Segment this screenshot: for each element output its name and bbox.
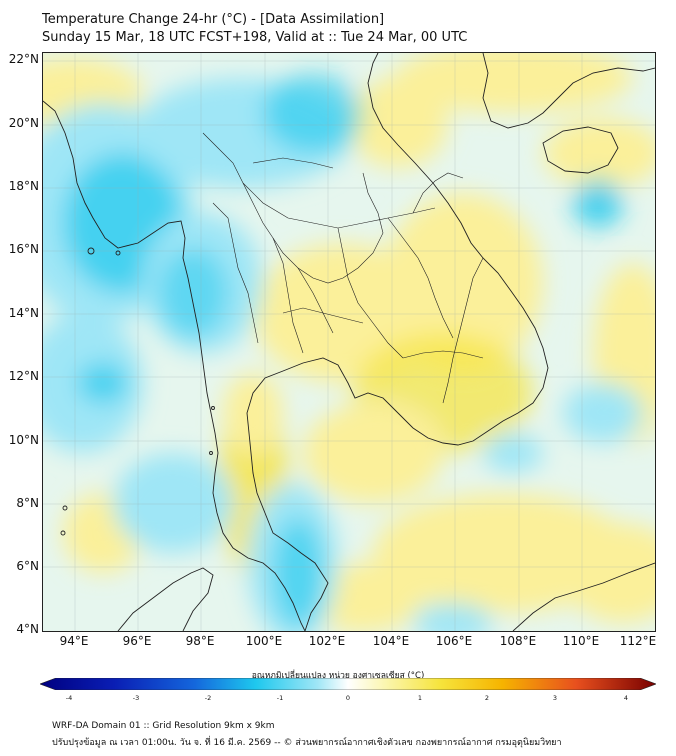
lat-label: 20°N: [8, 116, 39, 130]
lon-label: 100°E: [245, 634, 283, 648]
temperature-map: [43, 53, 655, 631]
footer-credit: ปรับปรุงข้อมูล ณ เวลา 01:00น. วัน จ. ที่…: [52, 738, 562, 748]
lat-label: 16°N: [8, 242, 39, 256]
colorbar-tick: 2: [484, 694, 490, 702]
chart-subtitle: Sunday 15 Mar, 18 UTC FCST+198, Valid at…: [42, 30, 468, 45]
colorbar-tick: -2: [204, 694, 212, 702]
colorbar: [40, 678, 656, 690]
lon-label: 106°E: [435, 634, 473, 648]
chart-title: Temperature Change 24-hr (°C) - [Data As…: [42, 12, 385, 27]
map-panel: [42, 52, 656, 632]
lat-label: 14°N: [8, 306, 39, 320]
lon-label: 102°E: [308, 634, 346, 648]
lon-label: 112°E: [619, 634, 657, 648]
colorbar-tick: 0: [345, 694, 351, 702]
lon-label: 96°E: [122, 634, 152, 648]
lat-label: 22°N: [8, 52, 39, 66]
lat-label: 12°N: [8, 369, 39, 383]
coastlines: [43, 53, 655, 631]
colorbar-tick: 3: [552, 694, 558, 702]
footer-resolution: WRF-DA Domain 01 :: Grid Resolution 9km …: [52, 721, 275, 731]
lon-label: 94°E: [59, 634, 89, 648]
colorbar-tick: -4: [65, 694, 73, 702]
lat-label: 4°N: [16, 622, 39, 636]
lon-label: 98°E: [185, 634, 215, 648]
lon-label: 104°E: [372, 634, 410, 648]
lat-label: 6°N: [16, 559, 39, 573]
lon-label: 110°E: [562, 634, 600, 648]
colorbar-title: อุณหภูมิเปลี่ยนแปลง หน่วย องศาเซลเซียส (…: [251, 671, 425, 681]
admin-borders: [202, 132, 484, 404]
gridlines: [43, 53, 655, 631]
lon-label: 108°E: [499, 634, 537, 648]
lat-label: 8°N: [16, 496, 39, 510]
lat-label: 18°N: [8, 179, 39, 193]
temperature-field: [43, 53, 655, 631]
colorbar-tick: 1: [417, 694, 423, 702]
colorbar-tick: 4: [623, 694, 629, 702]
colorbar-tick: -3: [132, 694, 140, 702]
colorbar-tick: -1: [276, 694, 284, 702]
lat-label: 10°N: [8, 433, 39, 447]
